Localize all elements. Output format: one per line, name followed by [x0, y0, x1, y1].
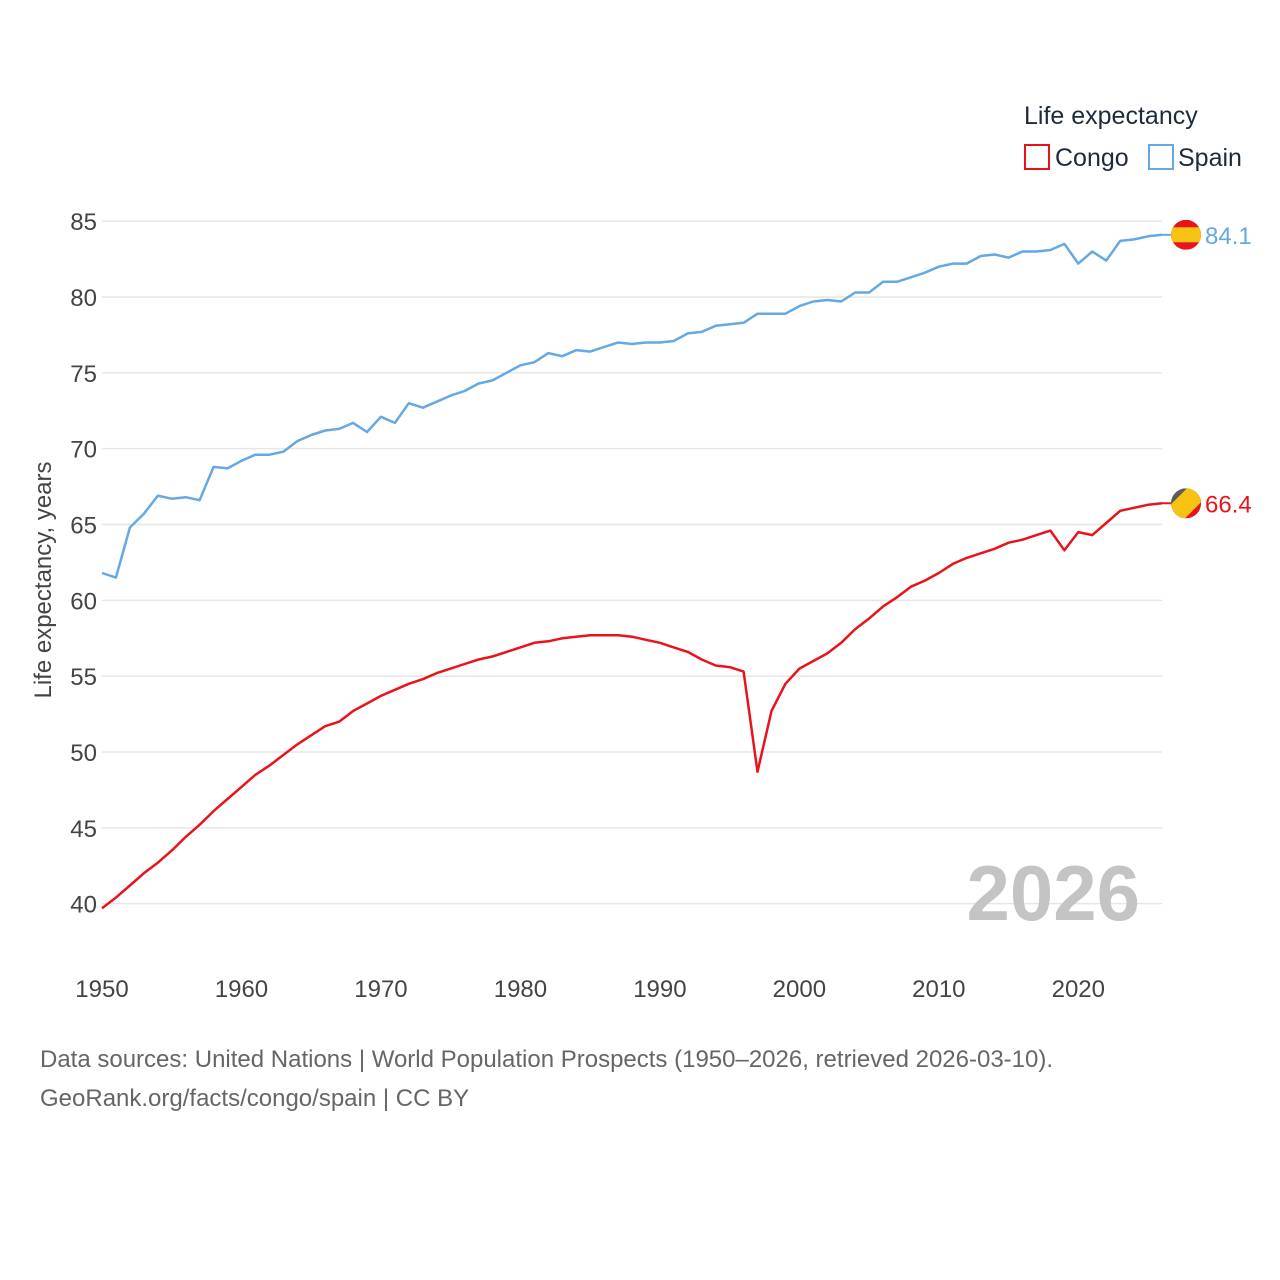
y-tick-60: 60	[70, 588, 97, 615]
y-tick-70: 70	[70, 437, 97, 464]
y-tick-55: 55	[70, 664, 97, 691]
y-tick-80: 80	[70, 285, 97, 312]
grid-lines	[102, 220, 1162, 905]
y-axis-label: Life expectancy, years	[30, 461, 57, 698]
x-tick-1970: 1970	[354, 976, 407, 1003]
legend-label-spain: Spain	[1178, 144, 1242, 172]
y-axis-ticks: 40 45 50 55 60 65 70 75 80 85	[70, 209, 97, 919]
spain-end-value: 84.1	[1205, 223, 1252, 250]
legend: Life expectancy Congo Spain	[1024, 102, 1242, 172]
congo-end-value: 66.4	[1205, 491, 1252, 518]
y-tick-65: 65	[70, 513, 97, 540]
x-axis-ticks: 1950 1960 1970 1980 1990 2000 2010 2020	[75, 976, 1105, 1003]
legend-swatch-congo	[1024, 144, 1050, 170]
series-line-spain	[101, 233, 1163, 579]
legend-item-spain[interactable]: Spain	[1148, 144, 1242, 172]
source-note: Data sources: United Nations | World Pop…	[40, 1040, 1053, 1118]
x-tick-2010: 2010	[912, 976, 965, 1003]
x-tick-1980: 1980	[494, 976, 547, 1003]
x-tick-2020: 2020	[1052, 976, 1105, 1003]
legend-swatch-spain	[1148, 144, 1174, 170]
spain-flag-icon	[1171, 219, 1201, 250]
y-tick-50: 50	[70, 740, 97, 767]
y-tick-40: 40	[70, 892, 97, 919]
year-label: 2026	[966, 849, 1140, 937]
source-line-1: Data sources: United Nations | World Pop…	[40, 1046, 1054, 1073]
congo-flag-icon	[1171, 488, 1201, 519]
y-tick-75: 75	[70, 361, 97, 388]
y-tick-85: 85	[70, 209, 97, 236]
series-lines	[101, 233, 1172, 910]
x-tick-1990: 1990	[633, 976, 686, 1003]
legend-title: Life expectancy	[1024, 102, 1198, 130]
y-tick-45: 45	[70, 816, 97, 843]
source-line-2: GeoRank.org/facts/congo/spain | CC BY	[40, 1085, 470, 1112]
legend-item-congo[interactable]: Congo	[1024, 144, 1129, 172]
x-tick-2000: 2000	[773, 976, 826, 1003]
x-tick-1950: 1950	[75, 976, 128, 1003]
legend-label-congo: Congo	[1055, 144, 1129, 172]
end-markers: 84.1 66.4	[1171, 219, 1252, 519]
x-tick-1960: 1960	[215, 976, 268, 1003]
series-line-congo	[101, 502, 1163, 910]
